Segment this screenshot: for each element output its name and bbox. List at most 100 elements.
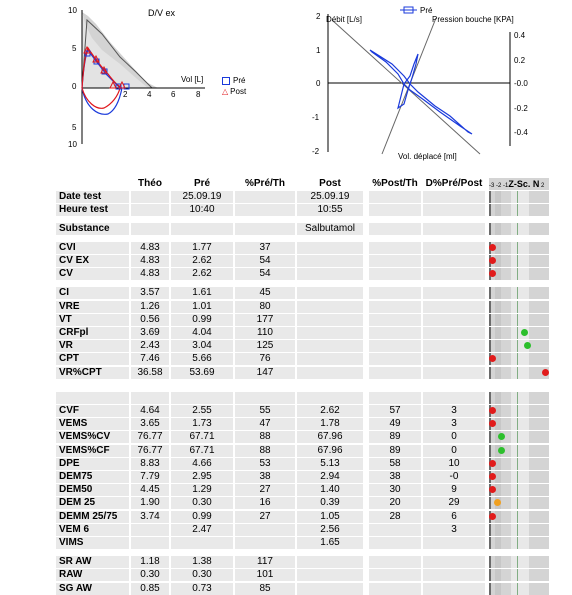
cell-delta: 3 — [423, 523, 485, 536]
zscore-bar — [489, 405, 549, 417]
cell-pre: 2.47 — [171, 523, 233, 536]
zscore-zero-line — [517, 556, 518, 569]
zscore-normal-band — [511, 471, 529, 483]
column-header: D%Pré/Post — [423, 178, 485, 190]
zscore-normal-band — [511, 444, 529, 457]
table-row: CRFpl 3.69 4.04 110 — [56, 327, 556, 339]
zscore-bar — [489, 327, 549, 339]
cell-pct-post — [369, 287, 421, 300]
table-row: SG AW 0.85 0.73 85 — [56, 582, 556, 595]
post-marker — [118, 80, 126, 89]
cell-pre: 0.30 — [171, 569, 233, 582]
post-marker — [109, 80, 117, 89]
zscore-normal-band — [511, 300, 529, 313]
zscore-normal-band — [511, 268, 529, 281]
cell-post — [297, 241, 363, 254]
cell-pre: 67.71 — [171, 431, 233, 444]
cell-pct-pre: 80 — [235, 300, 295, 313]
cell-pct-pre: 37 — [235, 241, 295, 254]
cell-pre: 25.09.19 — [171, 191, 233, 204]
zscore-zero-line — [517, 366, 518, 379]
table-row: DEM50 4.45 1.29 27 1.40 30 9 — [56, 484, 556, 497]
y-tick: 0 — [72, 82, 77, 91]
cell-pct-post — [369, 268, 421, 281]
cell-pct-pre: 53 — [235, 457, 295, 470]
cell-pct-pre — [235, 523, 295, 536]
row-label: CV EX — [56, 255, 129, 267]
y-tick: 5 — [72, 123, 77, 132]
table-row: CVI 4.83 1.77 37 — [56, 241, 556, 254]
zscore-band — [495, 353, 501, 366]
cell-post: 1.78 — [297, 418, 363, 431]
zscore-baseline — [489, 569, 491, 582]
cell-pre: 5.66 — [171, 353, 233, 366]
zscore-baseline — [489, 537, 491, 549]
cell-pct-post: 49 — [369, 418, 421, 431]
zscore-bar — [489, 340, 549, 353]
cell-pre: 2.55 — [171, 405, 233, 417]
time-row: Heure test 10:40 10:55 — [56, 204, 556, 217]
table-header-row: Théo Pré %Pré/Th Post %Post/Th D%Pré/Post -3 -… — [56, 178, 556, 203]
zscore-baseline — [489, 582, 491, 595]
cell-delta: 0 — [423, 431, 485, 444]
cell-delta: 0 — [423, 444, 485, 457]
zscore-bar — [489, 457, 549, 470]
zscore-bar — [489, 222, 549, 235]
zscore-band — [495, 484, 501, 497]
cell-delta — [423, 204, 485, 217]
zscore-bar — [489, 300, 549, 313]
cell-pre: 1.38 — [171, 556, 233, 569]
table-row: VEMS%CV 76.77 67.71 88 67.96 89 0 — [56, 431, 556, 444]
cell-post: 2.94 — [297, 471, 363, 483]
column-header: Post — [297, 178, 363, 190]
cell-delta — [423, 327, 485, 339]
zscore-normal-band — [511, 287, 529, 300]
row-label: VT — [56, 313, 129, 326]
zscore-title: Z-Sc. — [508, 179, 531, 189]
cell-pre — [171, 391, 233, 404]
zscore-zero-line — [517, 222, 518, 235]
row-label: DPE — [56, 457, 129, 470]
cell-delta — [423, 537, 485, 549]
zscore-band — [495, 405, 501, 417]
cell-delta: 3 — [423, 405, 485, 417]
zscore-zero-line — [517, 471, 518, 483]
cell-pct-post — [369, 353, 421, 366]
left-tick: -2 — [312, 147, 320, 156]
zscore-band — [495, 255, 501, 267]
cell-theo: 1.90 — [131, 497, 169, 510]
zscore-normal-band — [511, 204, 529, 217]
cell-theo: 1.18 — [131, 556, 169, 569]
cell-pct-post: 20 — [369, 497, 421, 510]
right-tick: -0.2 — [514, 104, 528, 113]
zscore-baseline — [489, 222, 491, 235]
zscore-zero-line — [517, 327, 518, 339]
left-tick: -1 — [312, 113, 320, 122]
cell-pre: 2.62 — [171, 255, 233, 267]
cell-pct-post — [369, 569, 421, 582]
cell-pct-post: 58 — [369, 457, 421, 470]
cell-theo: 3.74 — [131, 510, 169, 523]
cell-delta — [423, 287, 485, 300]
pressure-loop — [369, 49, 473, 135]
reference-line — [331, 19, 481, 155]
predicted-band — [82, 12, 158, 88]
left-tick: 0 — [316, 79, 321, 88]
zscore-marker — [489, 257, 496, 264]
zscore-band — [495, 510, 501, 523]
cell-theo: 2.43 — [131, 340, 169, 353]
cell-pre: 67.71 — [171, 444, 233, 457]
cell-delta — [423, 556, 485, 569]
cell-pct-post — [369, 556, 421, 569]
post-expiratory-curve — [81, 46, 123, 89]
row-label: CV — [56, 268, 129, 281]
table-row: VR 2.43 3.04 125 — [56, 340, 556, 353]
zscore-marker — [497, 446, 505, 454]
pressure-loop-2 — [397, 53, 419, 110]
zscore-normal-band — [511, 484, 529, 497]
zscore-marker — [493, 499, 501, 507]
legend-label: Post — [230, 87, 247, 96]
zscore-band — [495, 418, 501, 431]
cell-pct-pre: 38 — [235, 471, 295, 483]
cell-pct-pre: 177 — [235, 313, 295, 326]
